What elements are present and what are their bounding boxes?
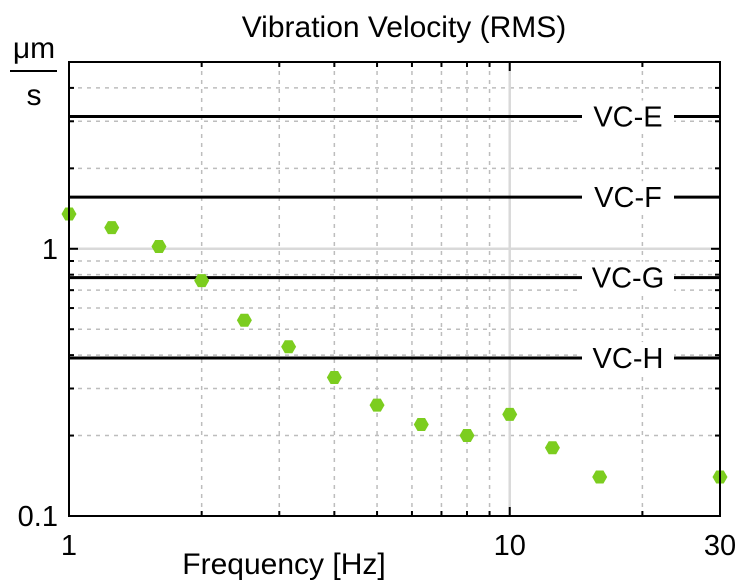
x-tick-label: 10 bbox=[494, 530, 526, 562]
reference-label-bg bbox=[582, 261, 674, 294]
data-point bbox=[326, 370, 342, 384]
data-point bbox=[544, 441, 560, 455]
reference-label-vc-h: VC-H bbox=[593, 343, 664, 375]
plot-frame bbox=[68, 61, 721, 517]
data-point bbox=[281, 340, 297, 354]
data-point bbox=[459, 429, 475, 443]
axis-ticks: 1 10 300.11 bbox=[18, 61, 735, 562]
y-unit-denominator: s bbox=[27, 79, 42, 112]
data-point bbox=[502, 407, 518, 421]
data-point bbox=[151, 239, 167, 253]
data-point bbox=[369, 398, 385, 412]
chart-title: Vibration Velocity (RMS) bbox=[242, 11, 567, 44]
reference-label-bg bbox=[582, 342, 674, 375]
reference-label-vc-f: VC-F bbox=[594, 182, 662, 214]
data-point bbox=[236, 313, 252, 327]
y-tick-label: 0.1 bbox=[18, 501, 58, 533]
y-tick-label: 1 bbox=[42, 234, 58, 266]
data-point bbox=[194, 274, 210, 288]
data-point bbox=[104, 221, 120, 235]
x-tick-label: 1 bbox=[61, 530, 77, 562]
x-axis-label: Frequency [Hz] bbox=[182, 548, 385, 581]
reference-label-vc-g: VC-G bbox=[592, 263, 665, 295]
reference-label-bg bbox=[582, 181, 674, 214]
data-points bbox=[61, 207, 728, 484]
data-point bbox=[592, 470, 608, 484]
x-tick-label: 30 bbox=[704, 530, 735, 562]
y-unit-numerator: μm bbox=[13, 32, 55, 65]
reference-label-vc-e: VC-E bbox=[593, 102, 662, 134]
reference-label-bg bbox=[582, 100, 674, 133]
reference-lines: VC-E VC-F VC-G VC-H bbox=[69, 100, 720, 375]
data-point bbox=[413, 418, 429, 431]
